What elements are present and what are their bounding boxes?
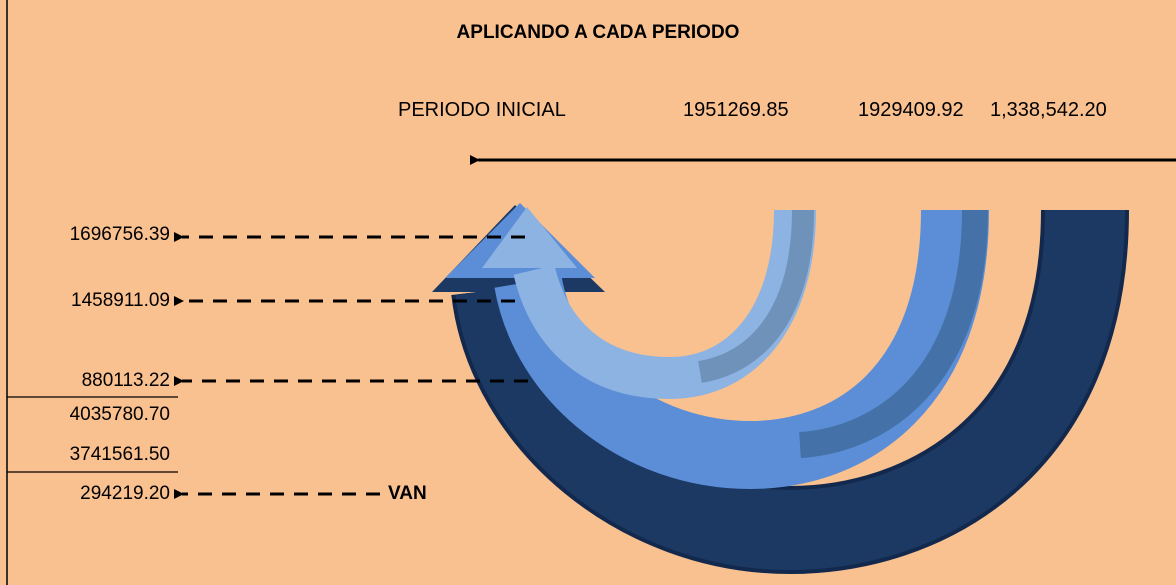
header-label: PERIODO INICIAL: [398, 99, 566, 121]
result-value: 4035780.70: [0, 404, 170, 426]
result-value: 1458911.09: [0, 290, 170, 312]
result-value: 3741561.50: [0, 444, 170, 466]
diagram: [0, 0, 1176, 585]
result-value: 880113.22: [0, 370, 170, 392]
header-value: 1,338,542.20: [990, 99, 1107, 121]
title: APLICANDO A CADA PERIODO: [0, 22, 1176, 44]
header-value: 1929409.92: [858, 99, 964, 121]
result-value: 294219.20: [0, 483, 170, 505]
page: APLICANDO A CADA PERIODO PERIODO INICIAL…: [0, 0, 1176, 585]
van-label: VAN: [388, 483, 427, 505]
header-value: 1951269.85: [683, 99, 789, 121]
result-value: 1696756.39: [0, 224, 170, 246]
